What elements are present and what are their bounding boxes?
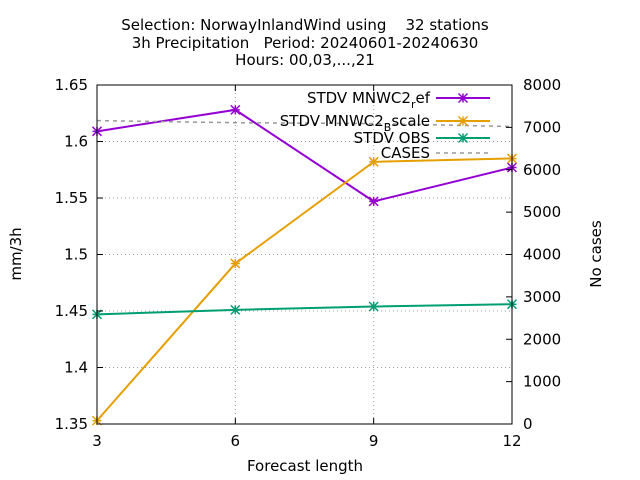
y-tick-label: 1.5 bbox=[64, 246, 88, 264]
data-point bbox=[457, 115, 469, 127]
legend-label-sub: r bbox=[411, 98, 416, 111]
series-line bbox=[96, 303, 513, 316]
y2-tick-label: 6000 bbox=[523, 161, 561, 179]
series-line bbox=[96, 157, 513, 422]
y2-tick-label: 2000 bbox=[523, 330, 561, 348]
legend-label-main: STDV MNWC2 bbox=[280, 112, 384, 130]
y2-tick-label: 5000 bbox=[523, 203, 561, 221]
y-tick-label: 1.35 bbox=[55, 415, 88, 433]
legend-label: STDV MNWC2Bscale bbox=[280, 112, 430, 134]
title-line-3: Hours: 00,03,...,21 bbox=[235, 51, 375, 69]
series-stdv-mnwc2-bscale bbox=[91, 153, 518, 426]
legend-label-sub: B bbox=[384, 121, 392, 134]
y2-tick-label: 4000 bbox=[523, 246, 561, 264]
y2-tick-label: 1000 bbox=[523, 373, 561, 391]
title-line-1: Selection: NorwayInlandWind using 32 sta… bbox=[121, 16, 489, 34]
legend-label: CASES bbox=[381, 144, 430, 162]
x-tick-label: 9 bbox=[369, 432, 379, 450]
y-tick-label: 1.6 bbox=[64, 133, 88, 151]
data-point bbox=[368, 156, 379, 167]
y2-tick-label: 0 bbox=[523, 415, 533, 433]
y2-tick-label: 7000 bbox=[523, 118, 561, 136]
y-tick-label: 1.65 bbox=[55, 76, 88, 94]
legend-label: STDV MNWC2ref bbox=[307, 89, 431, 111]
grid bbox=[97, 85, 512, 424]
y2-tick-label: 8000 bbox=[523, 76, 561, 94]
y2-tick-label: 3000 bbox=[523, 288, 561, 306]
legend-label-after: scale bbox=[391, 112, 430, 130]
series-stdv-obs bbox=[91, 299, 518, 320]
y-tick-label: 1.45 bbox=[55, 302, 88, 320]
x-tick-label: 12 bbox=[502, 432, 521, 450]
legend-label-main: STDV MNWC2 bbox=[307, 89, 411, 107]
data-point bbox=[230, 104, 241, 115]
x-tick-label: 3 bbox=[92, 432, 102, 450]
x-tick-label: 6 bbox=[231, 432, 241, 450]
y-axis-label: mm/3h bbox=[7, 227, 25, 280]
data-point bbox=[457, 92, 469, 104]
data-point bbox=[457, 132, 469, 144]
series-line bbox=[96, 119, 513, 128]
data-point bbox=[230, 304, 241, 315]
y-tick-label: 1.4 bbox=[64, 359, 88, 377]
y-tick-label: 1.55 bbox=[55, 189, 88, 207]
chart-title: Selection: NorwayInlandWind using 32 sta… bbox=[121, 16, 489, 69]
title-line-2: 3h Precipitation Period: 20240601-202406… bbox=[132, 34, 479, 52]
x-axis-label: Forecast length bbox=[247, 457, 363, 475]
legend-label-after: ef bbox=[415, 89, 430, 107]
legend-label-main: STDV OBS bbox=[354, 129, 430, 147]
series-line bbox=[96, 108, 513, 203]
data-point bbox=[368, 196, 379, 207]
data-point bbox=[368, 301, 379, 312]
legend-label: STDV OBS bbox=[354, 129, 430, 147]
axis-ticks: 3 6 9 12 1.35 1.4 1.45 1.5 1.55 1.6 1.65 0 1000 2000 3… bbox=[55, 76, 562, 450]
legend-label-main: CASES bbox=[381, 144, 430, 162]
data-point bbox=[230, 258, 241, 269]
series-cases bbox=[96, 119, 513, 128]
y2-axis-label: No cases bbox=[587, 220, 605, 288]
